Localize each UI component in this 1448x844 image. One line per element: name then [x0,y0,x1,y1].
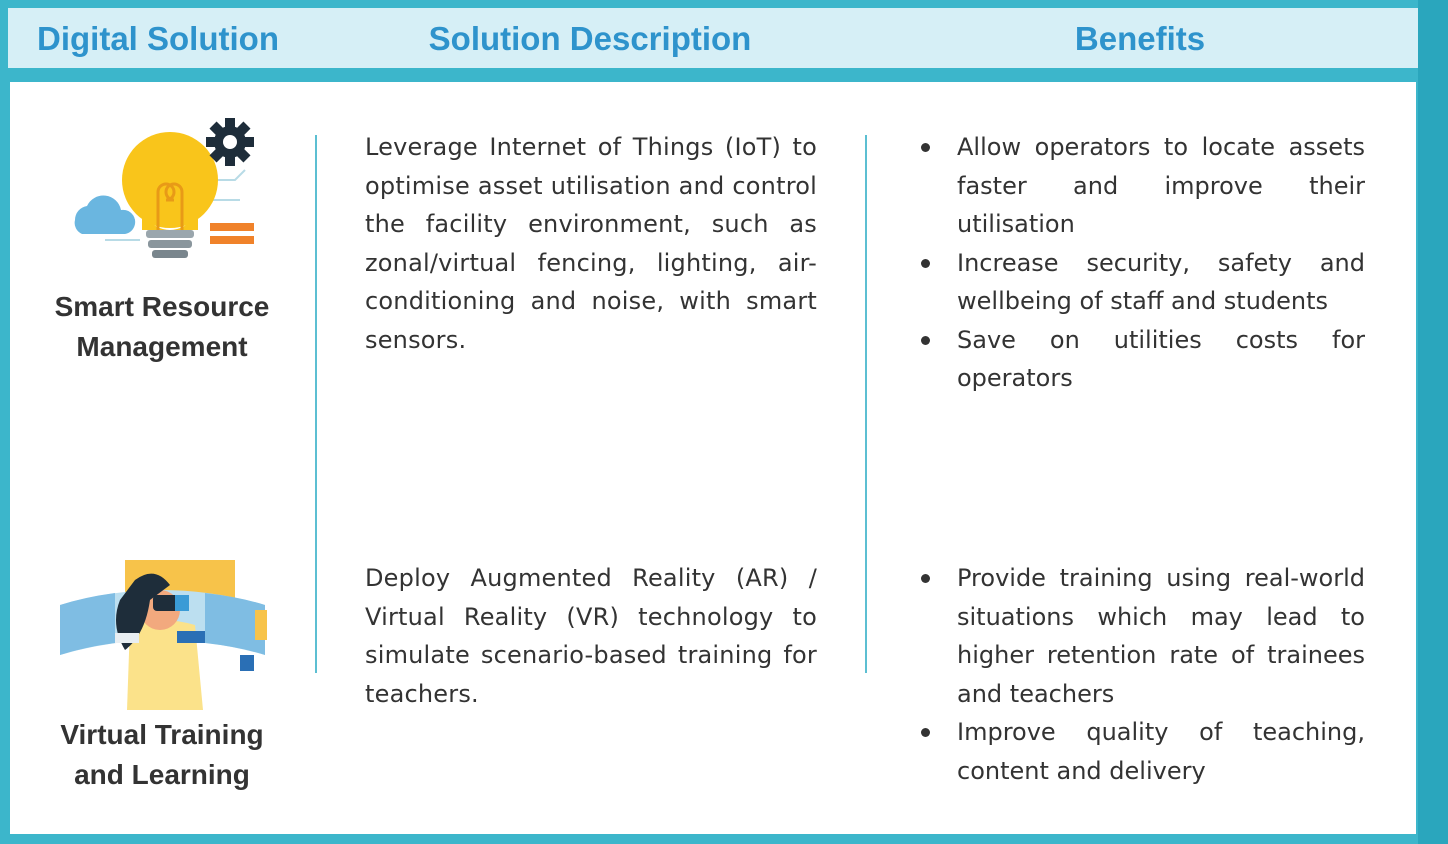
benefit: Allow operators to locate assets faster … [915,128,1365,244]
column-header: Benefits [1074,20,1206,57]
benefit: Save on utilities costs for operators [915,321,1365,398]
column-header: Solution Description [428,20,752,57]
solution-name: Smart Resource Management [54,291,270,362]
column-header: Digital Solution [37,20,279,57]
solution-description: Leverage Internet of Things (IoT) to opt… [365,133,817,354]
benefit-list: Allow operators to locate assets faster … [915,128,1365,398]
lightbulb-icon [74,118,254,258]
frame-edge [1418,0,1448,844]
divider [315,135,317,673]
benefit: Improve quality of teaching, content and… [915,713,1365,790]
solution-description: Deploy Augmented Reality (AR) / Virtual … [365,564,817,708]
benefit-list: Provide training using real-world situat… [915,559,1365,790]
benefit: Provide training using real-world situat… [915,559,1365,713]
table-body [10,82,1416,834]
solution-name: Virtual Training and Learning [60,719,264,790]
divider [865,135,867,673]
benefit: Increase security, safety and wellbeing … [915,244,1365,321]
header-band [8,8,1418,68]
vr-icon [60,560,267,710]
